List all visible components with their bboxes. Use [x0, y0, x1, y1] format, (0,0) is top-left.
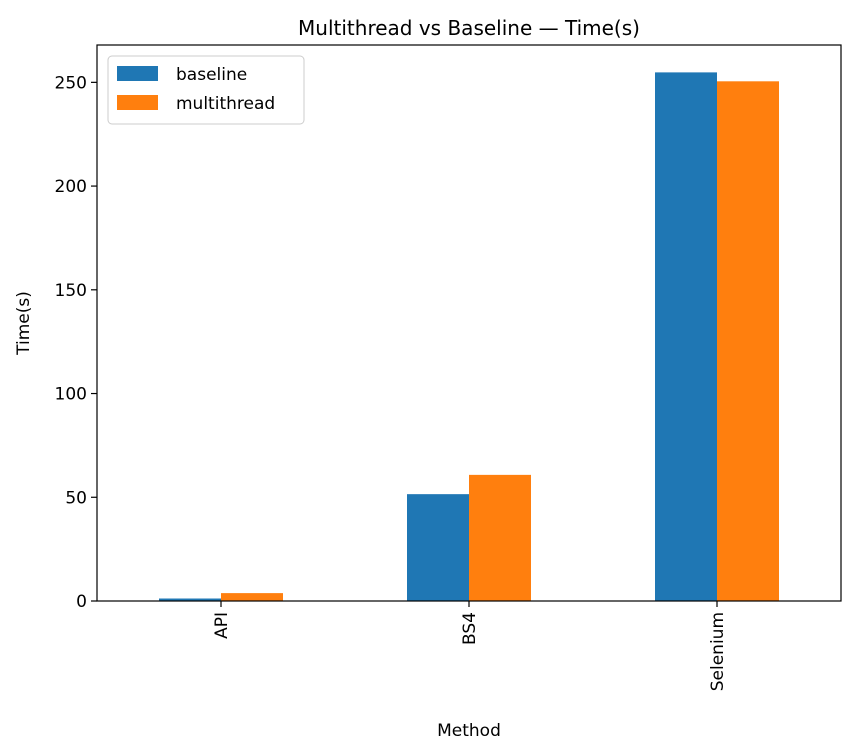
y-axis-label: Time(s)	[14, 291, 34, 356]
bar-multithread-bs4	[469, 474, 531, 601]
legend-swatch-baseline	[117, 66, 158, 81]
y-tick-label: 50	[65, 488, 87, 508]
y-tick-label: 0	[76, 592, 87, 612]
x-axis: API BS4 Selenium	[212, 601, 728, 691]
legend: baseline multithread	[107, 55, 305, 125]
x-tick-label-api: API	[212, 612, 232, 639]
plot-frame	[96, 44, 842, 602]
x-tick-label-bs4: BS4	[460, 612, 480, 645]
x-tick-label-selenium: Selenium	[708, 612, 728, 691]
bars-group	[159, 72, 779, 601]
y-tick-label: 250	[55, 73, 87, 93]
y-axis: 0 50 100 150 200 250	[55, 73, 97, 612]
y-tick-label: 200	[55, 177, 87, 197]
chart-title: Multithread vs Baseline — Time(s)	[298, 16, 640, 40]
y-tick-label: 150	[55, 281, 87, 301]
bar-baseline-api	[159, 598, 221, 601]
legend-label-multithread: multithread	[176, 94, 275, 114]
legend-swatch-multithread	[117, 95, 158, 110]
bar-multithread-selenium	[717, 81, 779, 601]
y-tick-label: 100	[55, 385, 87, 405]
bar-multithread-api	[221, 593, 283, 601]
x-axis-label: Method	[437, 721, 501, 741]
legend-label-baseline: baseline	[176, 65, 247, 85]
bar-baseline-bs4	[407, 494, 469, 601]
bar-baseline-selenium	[655, 72, 717, 601]
